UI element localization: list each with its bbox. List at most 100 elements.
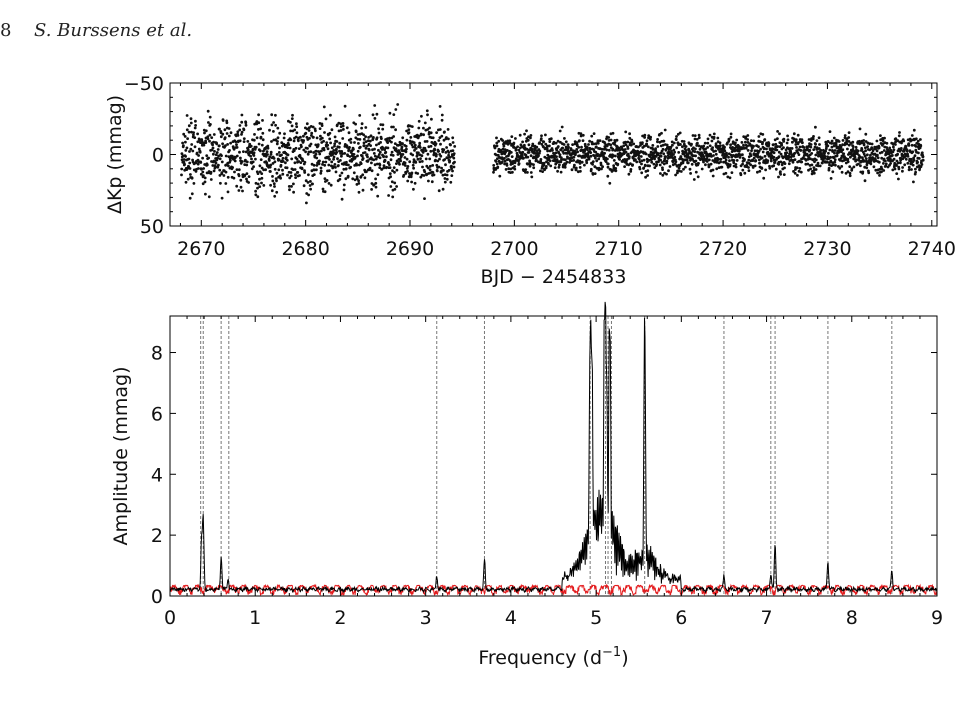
light-curve-point xyxy=(307,193,310,197)
light-curve-point xyxy=(799,149,803,152)
light-curve-point xyxy=(365,144,369,148)
light-curve-point xyxy=(540,142,544,146)
light-curve-point xyxy=(440,166,443,170)
light-curve-point xyxy=(685,158,689,162)
light-curve-point xyxy=(821,161,824,165)
x-axis-label-close-paren: ) xyxy=(621,647,628,669)
light-curve-point xyxy=(649,137,652,141)
light-curve-point xyxy=(854,158,858,162)
light-curve-point xyxy=(564,158,567,162)
light-curve-point xyxy=(218,174,222,177)
light-curve-point xyxy=(392,113,396,116)
light-curve-point xyxy=(305,122,309,126)
light-curve-point xyxy=(703,141,707,145)
light-curve-point xyxy=(194,124,198,127)
light-curve-point xyxy=(885,141,889,145)
light-curve-point xyxy=(252,154,256,157)
light-curve-point xyxy=(451,149,455,153)
light-curve-point xyxy=(559,140,562,144)
light-curve-point xyxy=(775,148,779,152)
light-curve-point xyxy=(549,164,553,168)
light-curve-point xyxy=(190,143,194,146)
light-curve-point xyxy=(792,132,796,136)
light-curve-point xyxy=(441,173,445,177)
light-curve-point xyxy=(285,158,289,162)
light-curve-point xyxy=(917,157,921,160)
light-curve-point xyxy=(428,126,431,130)
light-curve-point xyxy=(211,146,215,150)
light-curve-point xyxy=(714,149,717,153)
light-curve-point xyxy=(410,143,414,147)
light-curve-point xyxy=(419,132,423,136)
light-curve-point xyxy=(362,137,366,141)
light-curve-point xyxy=(406,169,409,173)
light-curve-point xyxy=(373,154,377,158)
light-curve-point xyxy=(551,148,554,152)
x-tick-label: 2720 xyxy=(699,238,747,260)
light-curve-point xyxy=(521,150,525,154)
light-curve-point xyxy=(365,153,369,157)
light-curve-point xyxy=(355,175,359,179)
light-curve-point xyxy=(524,170,527,174)
light-curve-point xyxy=(226,190,230,194)
light-curve-point xyxy=(858,127,862,131)
light-curve-point xyxy=(319,166,323,170)
light-curve-point xyxy=(184,180,188,184)
light-curve-point xyxy=(281,172,285,176)
light-curve-point xyxy=(196,162,200,166)
light-curve-point xyxy=(265,150,269,154)
light-curve-point xyxy=(616,162,620,166)
light-curve-point xyxy=(347,163,350,167)
light-curve-point xyxy=(245,172,249,176)
light-curve-point xyxy=(425,173,428,177)
light-curve-point xyxy=(821,159,825,163)
light-curve-point xyxy=(646,174,649,177)
light-curve-point xyxy=(187,157,191,161)
light-curve-point xyxy=(624,150,628,154)
light-curve-point xyxy=(829,156,832,159)
light-curve-point xyxy=(779,152,783,156)
light-curve-point xyxy=(407,131,411,135)
light-curve-point xyxy=(851,145,855,149)
light-curve-point xyxy=(635,160,639,164)
light-curve-point xyxy=(800,160,804,164)
light-curve-point xyxy=(684,145,688,148)
light-curve-point xyxy=(442,148,446,152)
light-curve-point xyxy=(912,180,915,184)
y-tick-label: 0 xyxy=(151,586,163,608)
light-curve-point xyxy=(286,173,289,177)
light-curve-point xyxy=(364,140,368,144)
light-curve-point xyxy=(333,142,337,146)
light-curve-point xyxy=(244,121,248,125)
light-curve-point xyxy=(643,133,647,137)
light-curve-point xyxy=(573,163,576,167)
light-curve-point xyxy=(223,128,227,132)
light-curve-point xyxy=(352,153,356,156)
light-curve-point xyxy=(401,142,404,145)
light-curve-point xyxy=(816,164,820,168)
light-curve-point xyxy=(188,150,191,153)
light-curve-point xyxy=(846,147,849,151)
light-curve-point xyxy=(342,188,346,192)
light-curve-point xyxy=(290,185,293,188)
light-curve-point xyxy=(254,145,258,149)
light-curve-point xyxy=(814,168,818,171)
light-curve-point xyxy=(800,138,804,142)
light-curve-point xyxy=(732,159,736,162)
light-curve-point xyxy=(284,156,288,160)
light-curve-point xyxy=(258,177,261,181)
light-curve-point xyxy=(898,131,901,134)
light-curve-point xyxy=(285,143,289,147)
light-curve-point xyxy=(270,113,274,117)
light-curve-point xyxy=(591,162,594,166)
light-curve-point xyxy=(317,162,321,166)
light-curve-point xyxy=(563,137,566,140)
light-curve-point xyxy=(913,154,917,158)
light-curve-point xyxy=(726,162,730,166)
light-curve-point xyxy=(379,141,382,144)
light-curve-point xyxy=(719,144,722,148)
light-curve-point xyxy=(914,170,917,174)
light-curve-point xyxy=(577,145,581,149)
light-curve-point xyxy=(276,126,280,130)
light-curve-point xyxy=(387,161,390,164)
